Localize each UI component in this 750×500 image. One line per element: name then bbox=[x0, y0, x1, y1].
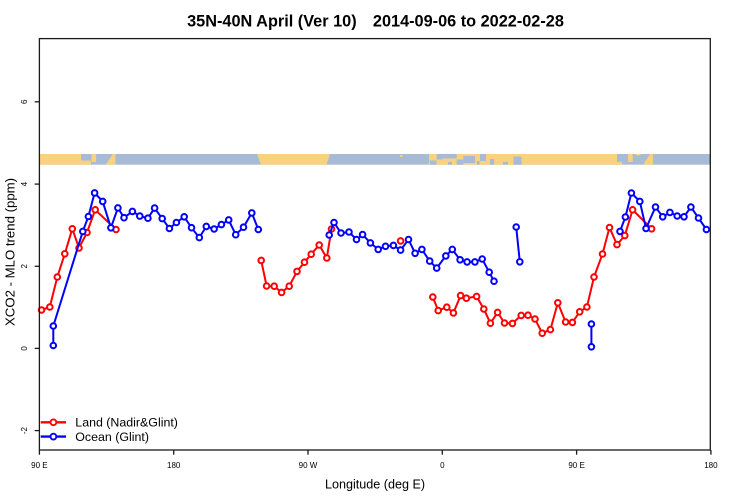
svg-text:90 W: 90 W bbox=[299, 461, 318, 470]
svg-text:XCO2 - MLO trend (ppm): XCO2 - MLO trend (ppm) bbox=[2, 178, 17, 326]
svg-text:0: 0 bbox=[20, 346, 29, 351]
svg-text:4: 4 bbox=[20, 181, 29, 186]
svg-text:180: 180 bbox=[167, 461, 181, 470]
svg-text:35N-40N April (Ver 10) 2014-0: 35N-40N April (Ver 10) 2014-09-06 to 202… bbox=[187, 12, 564, 30]
svg-text:-2: -2 bbox=[20, 426, 29, 434]
svg-text:6: 6 bbox=[20, 99, 29, 104]
svg-text:90 E: 90 E bbox=[568, 461, 584, 470]
svg-text:180: 180 bbox=[704, 461, 718, 470]
svg-text:Longitude (deg E): Longitude (deg E) bbox=[325, 478, 425, 492]
svg-text:Ocean (Glint): Ocean (Glint) bbox=[75, 430, 149, 444]
svg-text:0: 0 bbox=[440, 461, 445, 470]
svg-text:Land (Nadir&Glint): Land (Nadir&Glint) bbox=[75, 416, 178, 430]
svg-text:2: 2 bbox=[20, 264, 29, 269]
svg-text:90 E: 90 E bbox=[31, 461, 47, 470]
